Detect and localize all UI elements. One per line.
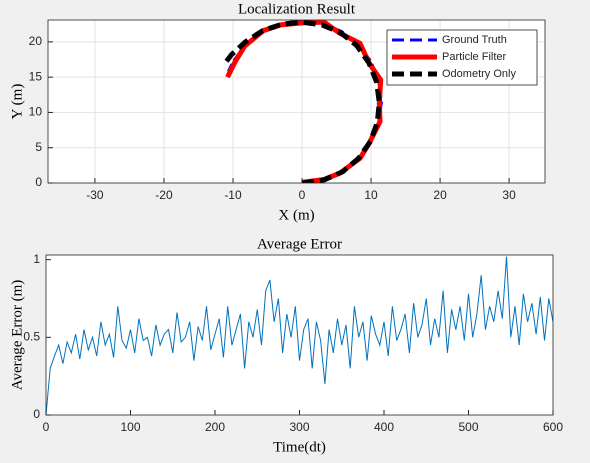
- x-tick-label: 300: [289, 420, 309, 434]
- axes-box: [45, 254, 554, 416]
- y-axis-label: Average Error (m): [9, 280, 25, 391]
- x-tick-label: 600: [543, 420, 563, 434]
- x-tick-label: 0: [43, 420, 50, 434]
- y-axis-label: Y (m): [9, 84, 25, 120]
- y-tick-label: 1: [33, 252, 40, 266]
- x-tick-label: -20: [155, 188, 173, 202]
- x-tick-label: 400: [374, 420, 394, 434]
- y-tick-label: 0.5: [23, 330, 40, 344]
- legend-label: Ground Truth: [442, 34, 507, 46]
- x-tick-label: 100: [120, 420, 140, 434]
- x-tick-label: 20: [433, 188, 447, 202]
- x-tick-label: 10: [364, 188, 378, 202]
- x-tick-label: 30: [502, 188, 516, 202]
- chart-title: Average Error: [257, 236, 342, 252]
- y-tick-label: 5: [35, 140, 42, 154]
- legend-label: Odometry Only: [442, 68, 516, 80]
- x-tick-label: -10: [224, 188, 242, 202]
- x-axis-label: Time(dt): [273, 439, 326, 455]
- legend-label: Particle Filter: [442, 51, 507, 63]
- series-line: [46, 256, 553, 415]
- y-tick-label: 20: [29, 34, 43, 48]
- chart-title: Localization Result: [238, 1, 356, 17]
- x-tick-label: 200: [205, 420, 225, 434]
- axes-box: [47, 19, 546, 184]
- y-tick-label: 0: [35, 175, 42, 189]
- y-tick-label: 15: [29, 69, 43, 83]
- x-tick-label: -30: [86, 188, 104, 202]
- plot-area: [46, 255, 553, 415]
- y-tick-label: 0: [33, 407, 40, 421]
- y-tick-label: 10: [29, 105, 43, 119]
- x-tick-label: 0: [299, 188, 306, 202]
- x-axis-label: X (m): [278, 207, 314, 223]
- series-line: [222, 20, 382, 183]
- x-tick-label: 500: [458, 420, 478, 434]
